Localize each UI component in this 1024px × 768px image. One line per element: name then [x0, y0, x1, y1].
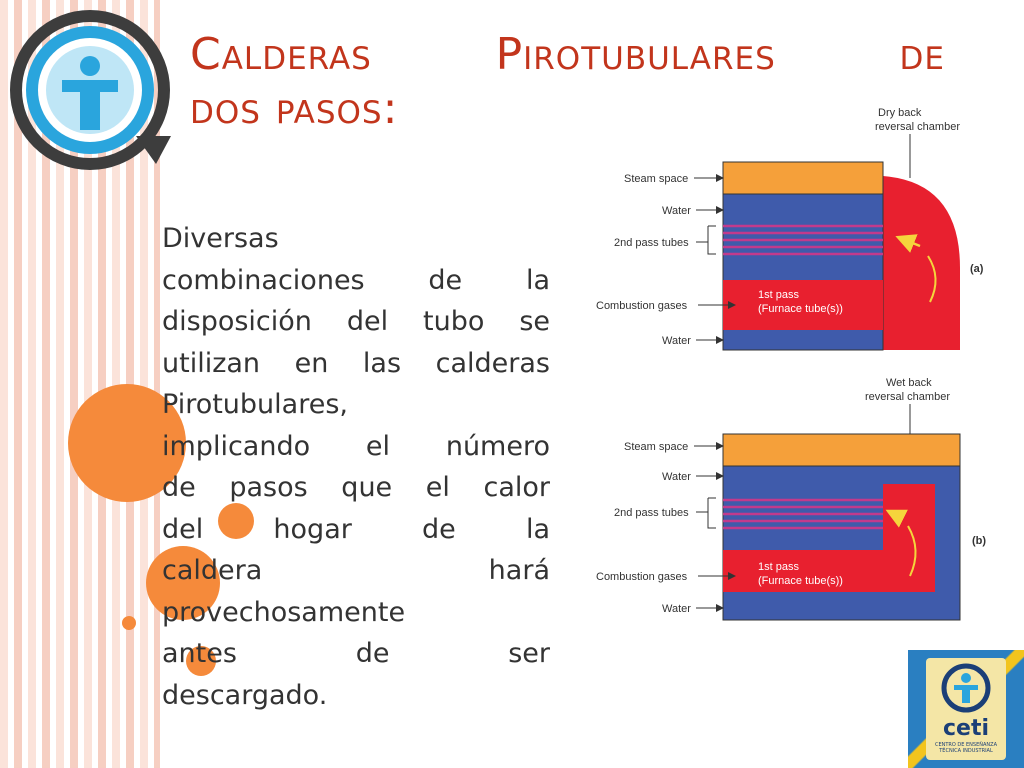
body-line: Pirotubulares,: [162, 389, 348, 420]
slide-title: Calderas Pirotubulares de dos pasos:: [190, 28, 945, 136]
pass-label: (Furnace tube(s)): [758, 575, 843, 587]
body-line: combinaciones de la: [162, 264, 550, 296]
component-label: 2nd pass tubes: [614, 237, 689, 249]
body-paragraph: Diversas combinaciones de la disposición…: [162, 218, 550, 716]
ceti-subtitle: CENTRO DE ENSEÑANZA TÉCNICA INDUSTRIAL: [934, 742, 998, 754]
component-label: Water: [662, 335, 691, 347]
pass-label: (Furnace tube(s)): [758, 303, 843, 315]
ceti-emblem-icon: [941, 663, 991, 713]
diagram-a: Dry back reversal chamber 1st pass (Furn…: [596, 107, 984, 351]
diagram-tag: (a): [970, 263, 984, 275]
title-line-2: dos pasos:: [190, 83, 399, 134]
decorative-circle-small: [218, 503, 254, 539]
decorative-circle-medium: [146, 546, 220, 620]
body-line: provechosamente: [162, 596, 406, 628]
chamber-label: reversal chamber: [865, 391, 950, 403]
title-word: Pirotubulares: [495, 29, 776, 80]
ceti-logo-badge: ceti CENTRO DE ENSEÑANZA TÉCNICA INDUSTR…: [926, 658, 1006, 760]
pass-label: 1st pass: [758, 289, 799, 301]
body-line: Diversas: [162, 223, 279, 254]
decorative-circle-small-2: [186, 646, 216, 676]
boiler-diagram: Dry back reversal chamber 1st pass (Furn…: [596, 107, 986, 621]
diagram-tag: (b): [972, 535, 986, 547]
body-line: del hogar de la: [162, 513, 550, 545]
component-label: Water: [662, 205, 691, 217]
ceti-logo: ceti CENTRO DE ENSEÑANZA TÉCNICA INDUSTR…: [908, 650, 1024, 768]
chamber-label: reversal chamber: [875, 121, 960, 133]
body-line: antes de ser: [162, 638, 550, 669]
component-label: Water: [662, 603, 691, 615]
component-label: 2nd pass tubes: [614, 507, 689, 519]
component-label: Combustion gases: [596, 571, 688, 583]
component-label: Steam space: [624, 441, 688, 453]
ceti-wordmark: ceti: [942, 716, 990, 741]
title-word: Calderas: [190, 29, 372, 80]
body-line: disposición del tubo se: [162, 306, 550, 337]
decorative-circle-tiny: [122, 616, 136, 630]
decorative-circle-large: [68, 384, 186, 502]
pass-label: 1st pass: [758, 561, 799, 573]
diagram-b: Wet back reversal chamber 1st pass (Furn…: [596, 377, 986, 621]
component-label: Combustion gases: [596, 300, 688, 312]
chamber-label: Wet back: [886, 377, 932, 389]
title-word: de: [899, 29, 945, 80]
component-label: Water: [662, 471, 691, 483]
component-label: Steam space: [624, 173, 688, 185]
it-logo: [10, 10, 171, 170]
body-line: caldera hará: [162, 555, 550, 586]
body-line: utilizan en las calderas: [162, 347, 550, 379]
body-line: de pasos que el calor: [162, 472, 550, 503]
body-line: descargado.: [162, 679, 328, 711]
body-line: implicando el número: [162, 430, 550, 462]
chamber-label: Dry back: [878, 107, 922, 119]
